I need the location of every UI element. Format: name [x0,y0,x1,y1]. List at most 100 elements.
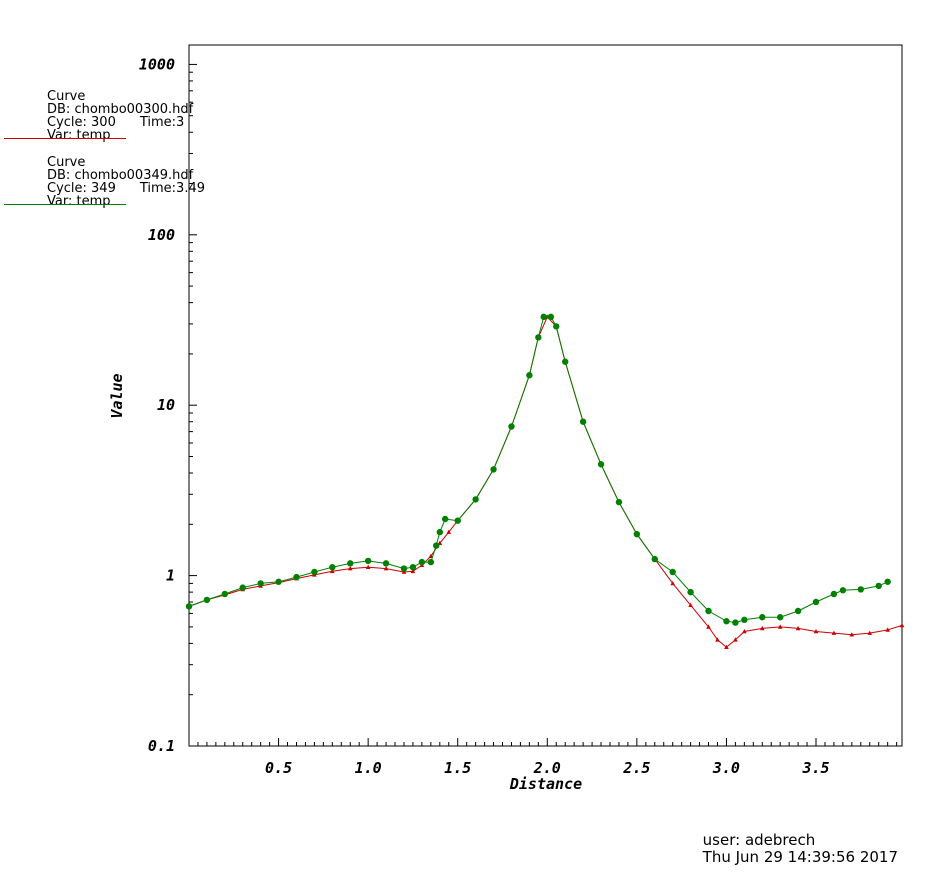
legend-title: Curve [47,155,86,170]
y-tick-label: 0.1 [148,737,175,755]
data-point [651,555,658,563]
data-point [633,530,641,538]
data-point [293,573,300,581]
data-point [490,466,497,473]
y-tick-label: 10 [157,396,175,414]
series-1 [186,314,905,650]
x-tick-label: 1.5 [444,759,471,777]
data-point [562,358,569,365]
legend-db: DB: chombo00349.hdf [47,168,194,183]
data-point [741,616,748,624]
data-point [715,637,720,642]
data-point [742,628,747,634]
data-point [857,586,864,593]
data-point [759,614,766,621]
axis-ticks: 0.5 1.0 1.5 2.0 2.5 3.0 3.5 0.1 1 10 100 1000 [139,55,898,777]
data-point [849,632,855,637]
data-point [239,584,246,591]
data-point [839,587,847,594]
data-point [547,313,555,321]
data-point [535,334,542,341]
data-point [732,619,739,626]
data-point [688,602,693,608]
series-2 [185,313,891,626]
data-point [418,558,426,566]
data-point [776,614,784,621]
legend-cycle-row: Cycle: 300 Time:3 [47,116,193,129]
data-point [329,564,336,571]
data-point [733,637,738,642]
data-point [365,564,371,570]
legend-title: Curve [47,89,86,104]
data-point [185,603,193,610]
data-point [508,423,515,430]
data-point [830,590,838,598]
data-point [724,644,729,650]
series-layer [185,313,905,650]
data-point [831,630,837,635]
data-point [670,580,675,586]
footer-user: user: adebrech [702,831,816,849]
data-point [899,622,905,628]
data-point [257,580,264,587]
data-point [884,578,891,585]
data-point [579,418,587,425]
data-point [364,557,372,565]
footer-date: Thu Jun 29 14:39:56 2017 [702,848,898,866]
x-tick-label: 0.5 [265,759,292,777]
data-point [275,578,282,585]
data-point [795,625,801,631]
plot-frame [188,44,903,747]
data-point [526,372,533,379]
y-tick-label: 1 [166,567,175,585]
data-point [347,566,353,571]
legend-cycle: Cycle: 349 [47,181,116,196]
data-point [706,624,711,629]
legend-cycle: Cycle: 300 [47,115,116,130]
data-point [553,323,560,330]
data-point [867,630,873,635]
legend-line-red [4,138,126,139]
data-point [759,625,765,631]
data-point [454,517,461,524]
x-tick-label: 2.5 [622,759,650,777]
data-point [885,627,890,632]
x-tick-label: 1.0 [355,759,382,777]
y-tick-label: 100 [148,226,175,244]
legend-db: DB: chombo00300.hdf [47,102,194,117]
x-tick-label: 3.0 [712,759,740,777]
x-tick-label: 2.0 [533,759,561,777]
data-point [203,596,211,604]
data-point [410,568,416,574]
data-point [427,558,435,566]
data-point [723,618,730,625]
x-axis-title: Distance [509,775,582,793]
data-point [436,528,444,536]
data-point [446,529,452,534]
data-point [472,496,479,503]
series-line [188,316,903,648]
data-point [597,461,605,468]
data-point [330,568,335,574]
data-point [433,542,440,549]
data-point [311,568,318,576]
data-point [382,560,390,567]
x-tick-label: 3.5 [801,759,829,777]
data-point [400,565,408,572]
data-point [347,560,354,567]
data-point [794,607,802,615]
legend-line-green [4,204,126,205]
data-point [540,313,547,321]
legend-time: Time:3 [139,115,185,130]
data-point [221,590,229,598]
data-point [687,588,694,596]
data-point [875,582,882,590]
footer: user: adebrech Thu Jun 29 14:39:56 2017 [703,832,898,866]
data-point [669,568,676,576]
data-point [441,515,449,523]
data-point [813,628,819,634]
data-point [705,607,712,615]
data-point [777,624,783,629]
data-point [812,598,820,606]
